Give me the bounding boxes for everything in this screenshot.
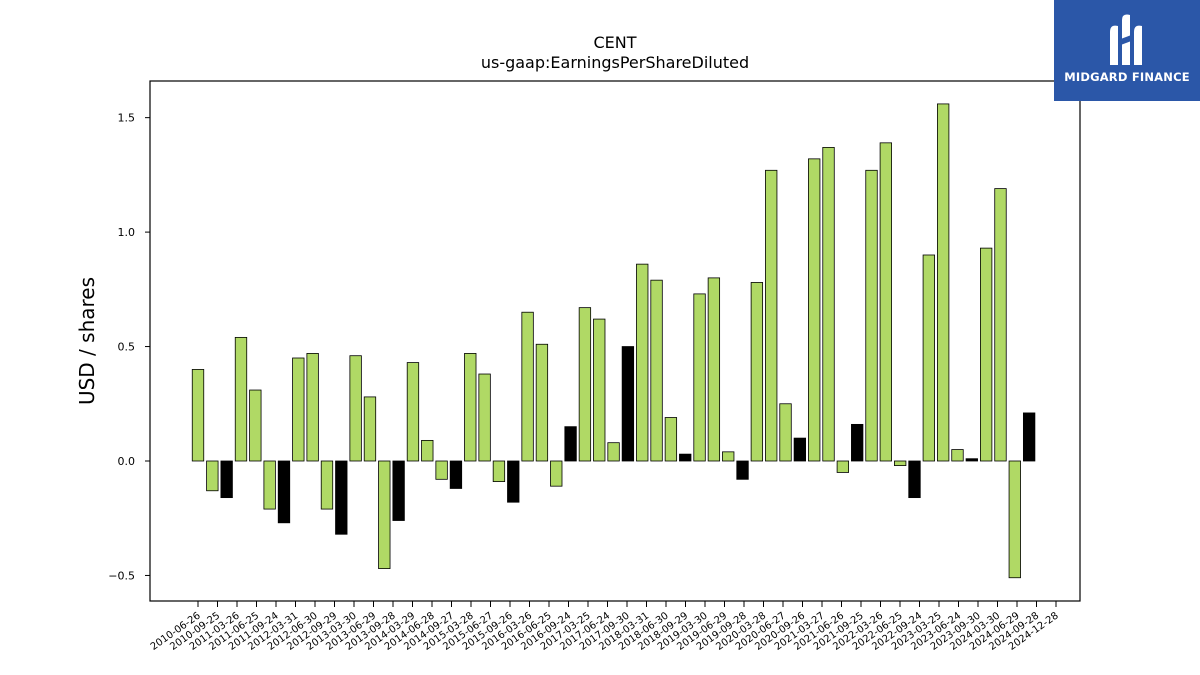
bar-58 xyxy=(1022,412,1036,462)
bar-8 xyxy=(306,353,319,462)
bar-5 xyxy=(263,460,276,510)
bar-49 xyxy=(894,460,907,466)
bars-group xyxy=(191,103,1036,579)
bar-42 xyxy=(793,437,807,462)
bar-27 xyxy=(578,307,592,462)
bar-33 xyxy=(664,417,678,462)
chart-title: CENT xyxy=(593,33,636,52)
bar-4 xyxy=(249,389,262,462)
bar-37 xyxy=(722,451,735,462)
bar-13 xyxy=(378,460,391,569)
bar-15 xyxy=(406,362,420,462)
bar-25 xyxy=(550,460,563,487)
bar-28 xyxy=(593,318,606,462)
midgard-finance-logo: MIDGARD FINANCE xyxy=(1054,0,1200,101)
bar-18 xyxy=(449,460,463,489)
bar-55 xyxy=(980,247,993,462)
bar-23 xyxy=(521,311,534,462)
bar-16 xyxy=(421,439,434,462)
bar-34 xyxy=(679,453,692,462)
bar-45 xyxy=(836,460,849,473)
y-tick-label: 0.0 xyxy=(118,455,136,468)
bar-39 xyxy=(750,282,764,462)
bar-2 xyxy=(220,460,233,499)
bar-1 xyxy=(206,460,219,492)
bar-9 xyxy=(320,460,334,510)
x-axis: 2010-06-262010-09-252011-03-262011-06-25… xyxy=(149,601,1061,653)
bar-10 xyxy=(335,460,348,535)
plot-frame xyxy=(149,80,1081,602)
bar-7 xyxy=(292,357,305,462)
bar-50 xyxy=(908,460,921,499)
bar-17 xyxy=(435,460,448,480)
bar-0 xyxy=(191,369,205,462)
chart-subtitle: us-gaap:EarningsPerShareDiluted xyxy=(481,53,749,72)
bar-22 xyxy=(507,460,520,503)
bar-12 xyxy=(363,396,377,462)
bar-48 xyxy=(879,142,892,462)
bar-38 xyxy=(736,460,749,480)
bar-51 xyxy=(922,254,935,462)
bar-40 xyxy=(765,169,778,462)
bar-44 xyxy=(822,147,835,462)
bar-41 xyxy=(779,403,792,462)
bar-3 xyxy=(234,336,248,462)
bar-35 xyxy=(693,293,706,462)
y-tick-label: 1.0 xyxy=(118,226,136,239)
bar-21 xyxy=(492,460,506,483)
y-axis-label: USD / shares xyxy=(75,277,99,405)
bar-26 xyxy=(564,426,577,462)
y-tick-label: −0.5 xyxy=(108,569,135,582)
y-axis: 1.5 1.0 0.5 0.0 −0.5 xyxy=(108,112,150,582)
bar-54 xyxy=(965,458,978,462)
bar-6 xyxy=(277,460,291,524)
bar-31 xyxy=(636,263,649,462)
logo-text: MIDGARD FINANCE xyxy=(1064,70,1190,84)
y-tick-label: 0.5 xyxy=(118,341,136,354)
bar-56 xyxy=(994,188,1007,462)
bar-14 xyxy=(392,460,405,521)
bar-29 xyxy=(607,442,620,462)
y-tick-label: 1.5 xyxy=(118,112,136,125)
bar-11 xyxy=(349,355,362,462)
bar-20 xyxy=(478,373,491,462)
midgard-logo-icon xyxy=(1110,14,1142,66)
bar-52 xyxy=(937,103,950,462)
bar-19 xyxy=(464,353,477,462)
bar-43 xyxy=(808,158,821,462)
bar-30 xyxy=(621,346,635,462)
bar-47 xyxy=(865,169,878,462)
bar-53 xyxy=(951,449,964,462)
bar-32 xyxy=(650,279,663,462)
bar-57 xyxy=(1008,460,1021,579)
bar-24 xyxy=(535,343,549,462)
bar-46 xyxy=(851,423,864,462)
bar-36 xyxy=(707,277,721,462)
